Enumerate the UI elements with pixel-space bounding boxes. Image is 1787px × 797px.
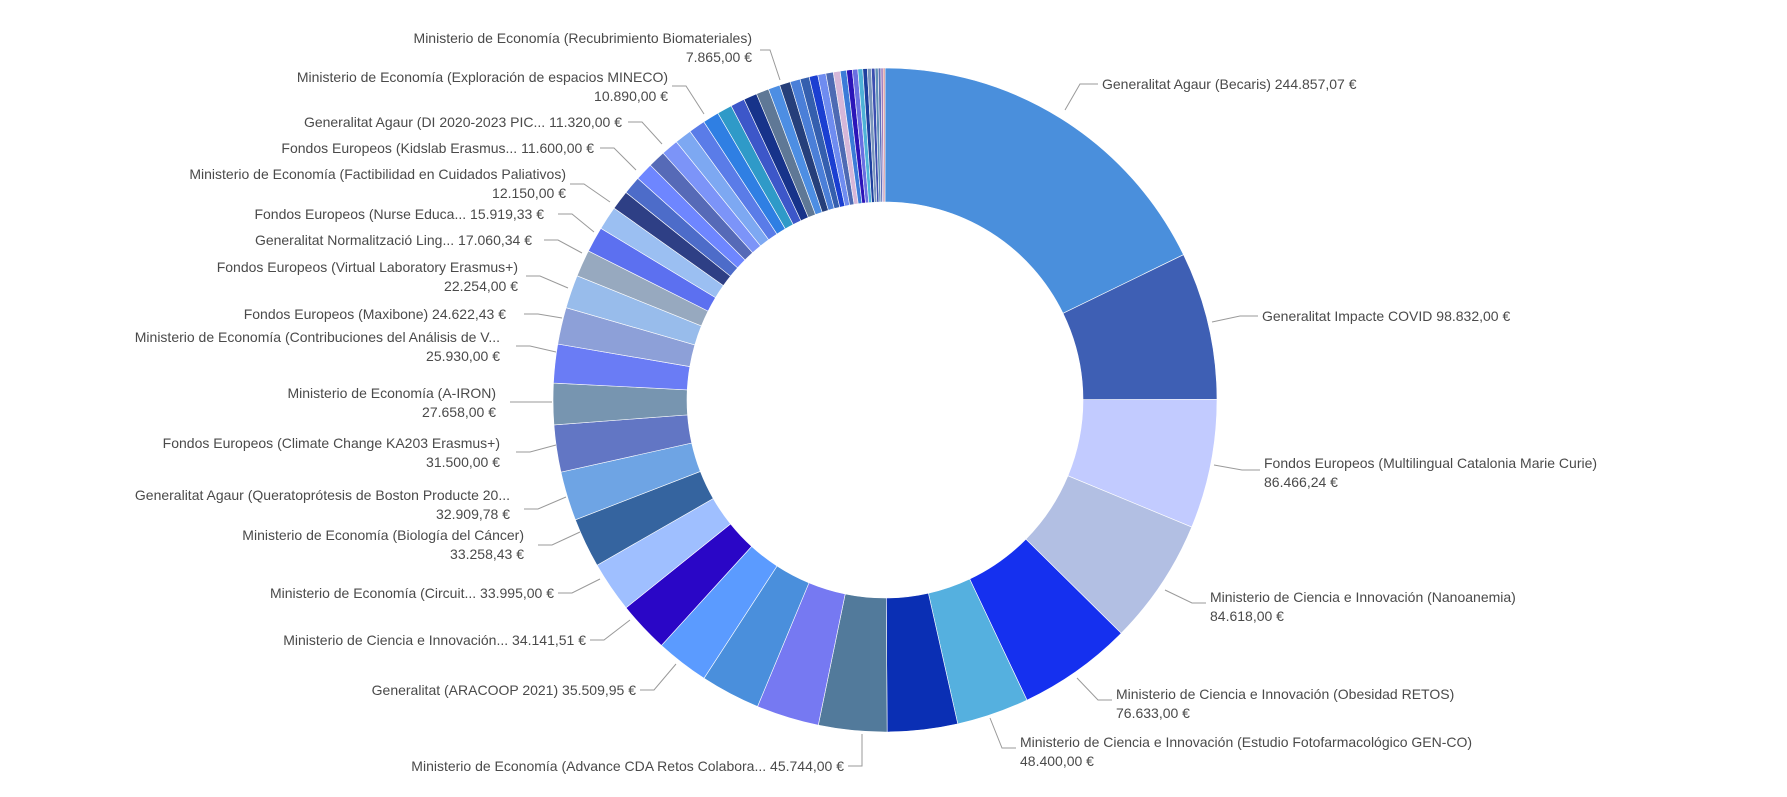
slice-label: Ministerio de Economía (Biología del Cán…: [242, 527, 524, 543]
label-group-11: Ministerio de Ciencia e Innovación... 34…: [283, 619, 631, 648]
slice-value: 10.890,00 €: [594, 88, 668, 104]
leader-line: [524, 496, 567, 510]
donut-slice-53[interactable]: [882, 67, 886, 203]
slice-label: Generalitat Normalització Ling... 17.060…: [255, 232, 532, 248]
label-group-15: Fondos Europeos (Climate Change KA203 Er…: [163, 435, 557, 470]
slice-value: 32.909,78 €: [436, 506, 510, 522]
slice-label: Ministerio de Ciencia e Innovación (Obes…: [1116, 686, 1454, 702]
label-group-5: Ministerio de Ciencia e Innovación (Estu…: [989, 717, 1472, 769]
slice-label: Ministerio de Economía (Factibilidad en …: [189, 166, 566, 182]
slice-label: Fondos Europeos (Kidslab Erasmus... 11.6…: [281, 140, 594, 156]
slice-label: Fondos Europeos (Climate Change KA203 Er…: [163, 435, 500, 451]
leader-line: [1211, 315, 1258, 323]
slice-value: 84.618,00 €: [1210, 608, 1284, 624]
slice-label: Ministerio de Economía (Advance CDA Reto…: [411, 758, 844, 774]
slice-label: Ministerio de Ciencia e Innovación (Estu…: [1020, 734, 1472, 750]
slice-value: 48.400,00 €: [1020, 753, 1094, 769]
leader-line: [558, 578, 601, 594]
donut-slice-0[interactable]: [884, 67, 1184, 314]
slice-label: Fondos Europeos (Maxibone) 24.622,43 €: [244, 306, 507, 322]
label-group-12: Ministerio de Economía (Circuit... 33.99…: [270, 578, 601, 601]
leader-line: [760, 49, 781, 81]
label-group-35: Ministerio de Economía (Recubrimiento Bi…: [414, 30, 781, 81]
slice-value: 12.150,00 €: [492, 185, 566, 201]
label-group-22: Fondos Europeos (Nurse Educa... 15.919,3…: [254, 206, 595, 233]
label-group-19: Fondos Europeos (Virtual Laboratory Eras…: [217, 259, 569, 294]
slice-value: 76.633,00 €: [1116, 705, 1190, 721]
leader-line: [848, 734, 863, 767]
leader-line: [1064, 83, 1098, 111]
label-group-26: Fondos Europeos (Kidslab Erasmus... 11.6…: [281, 140, 637, 171]
label-group-14: Generalitat Agaur (Queratoprótesis de Bo…: [135, 487, 567, 522]
leader-line: [628, 121, 663, 145]
label-group-17: Ministerio de Economía (Contribuciones d…: [135, 329, 557, 364]
slice-label: Ministerio de Economía (A-IRON): [287, 385, 496, 401]
label-group-1: Generalitat Impacte COVID 98.832,00 €: [1211, 308, 1510, 324]
slice-label: Fondos Europeos (Nurse Educa... 15.919,3…: [254, 206, 544, 222]
label-group-24: Ministerio de Economía (Factibilidad en …: [189, 166, 611, 203]
label-group-16: Ministerio de Economía (A-IRON) 27.658,0…: [287, 385, 552, 420]
leader-line: [570, 183, 611, 203]
slice-label: Ministerio de Ciencia e Innovación (Nano…: [1210, 589, 1516, 605]
slice-label: Fondos Europeos (Multilingual Catalonia …: [1264, 455, 1597, 471]
slice-label: Generalitat Agaur (Queratoprótesis de Bo…: [135, 487, 510, 503]
label-group-4: Ministerio de Ciencia e Innovación (Obes…: [1076, 677, 1454, 721]
leader-line: [516, 345, 557, 353]
slice-value: 27.658,00 €: [422, 404, 496, 420]
label-group-13: Ministerio de Economía (Biología del Cán…: [242, 527, 581, 562]
leader-line: [524, 313, 563, 319]
leader-line: [1213, 464, 1260, 471]
leader-line: [640, 663, 677, 691]
slice-label: Ministerio de Economía (Recubrimiento Bi…: [414, 30, 752, 46]
slice-label: Ministerio de Economía (Contribuciones d…: [135, 329, 500, 345]
slice-value: 31.500,00 €: [426, 454, 500, 470]
slice-label: Ministerio de Economía (Circuit... 33.99…: [270, 585, 554, 601]
label-group-7: Ministerio de Economía (Advance CDA Reto…: [411, 734, 863, 774]
slice-value: 86.466,24 €: [1264, 474, 1338, 490]
slice-label: Generalitat Impacte COVID 98.832,00 €: [1262, 308, 1510, 324]
leader-line: [600, 147, 637, 171]
slice-value: 33.258,43 €: [450, 546, 524, 562]
label-group-21: Generalitat Normalització Ling... 17.060…: [255, 232, 583, 254]
label-group-28: Generalitat Agaur (DI 2020-2023 PIC... 1…: [304, 114, 663, 145]
slice-label: Ministerio de Economía (Exploración de e…: [297, 69, 668, 85]
label-group-2: Fondos Europeos (Multilingual Catalonia …: [1213, 455, 1597, 490]
slice-label: Ministerio de Ciencia e Innovación... 34…: [283, 632, 586, 648]
label-group-30: Ministerio de Economía (Exploración de e…: [297, 69, 705, 115]
leader-line: [1164, 589, 1206, 604]
leader-line: [538, 531, 581, 546]
slice-labels: Generalitat Agaur (Becaris) 244.857,07 €…: [135, 30, 1597, 774]
leader-line: [590, 619, 631, 641]
slice-value: 7.865,00 €: [686, 49, 752, 65]
leader-line: [558, 213, 595, 233]
leader-line: [516, 444, 557, 453]
label-group-10: Generalitat (ARACOOP 2021) 35.509,95 €: [372, 663, 677, 698]
slice-label: Generalitat (ARACOOP 2021) 35.509,95 €: [372, 682, 637, 698]
slice-value: 22.254,00 €: [444, 278, 518, 294]
label-group-0: Generalitat Agaur (Becaris) 244.857,07 €: [1064, 76, 1357, 111]
leader-line: [544, 239, 583, 254]
label-group-3: Ministerio de Ciencia e Innovación (Nano…: [1164, 589, 1516, 624]
slice-label: Generalitat Agaur (DI 2020-2023 PIC... 1…: [304, 114, 622, 130]
slice-value: 25.930,00 €: [426, 348, 500, 364]
leader-line: [672, 85, 705, 115]
donut-slices: [552, 67, 1218, 733]
leader-line: [1076, 677, 1112, 701]
label-group-18: Fondos Europeos (Maxibone) 24.622,43 €: [244, 306, 563, 322]
slice-label: Fondos Europeos (Virtual Laboratory Eras…: [217, 259, 518, 275]
leader-line: [526, 275, 569, 289]
slice-label: Generalitat Agaur (Becaris) 244.857,07 €: [1102, 76, 1357, 92]
leader-line: [989, 717, 1016, 749]
